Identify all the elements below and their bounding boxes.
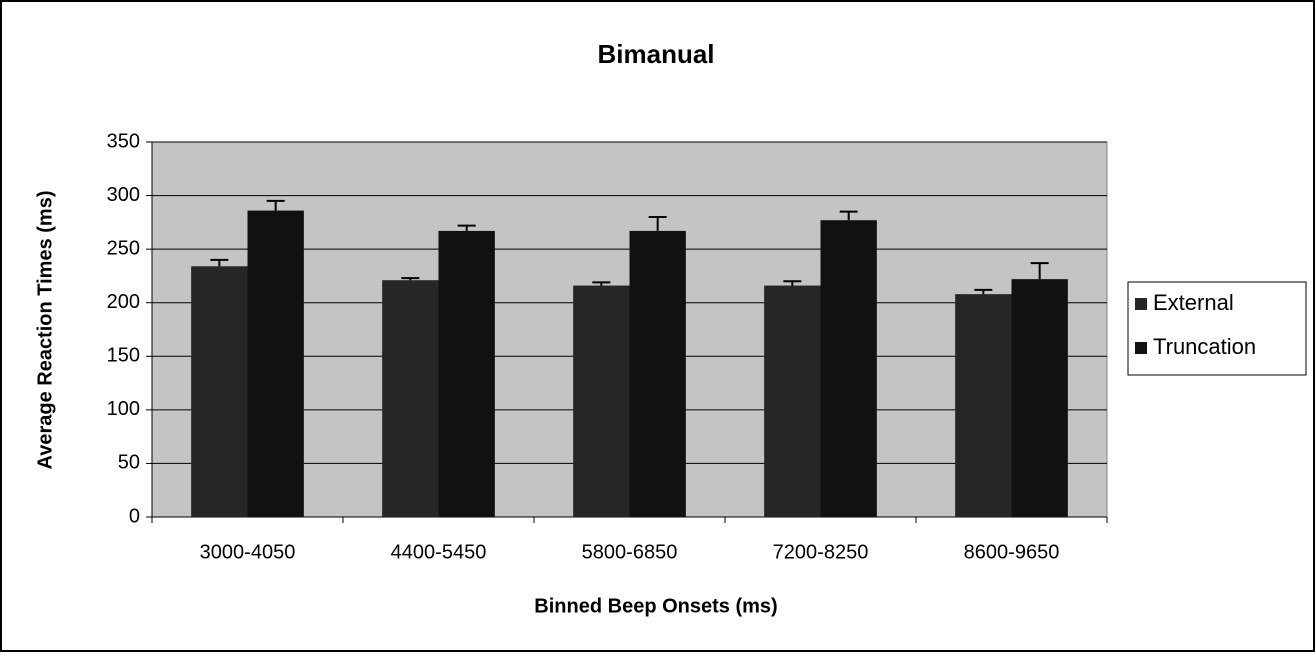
bar xyxy=(247,210,304,518)
x-tick-label: 3000-4050 xyxy=(200,541,296,563)
bar xyxy=(438,230,495,517)
x-axis-title: Binned Beep Onsets (ms) xyxy=(534,595,777,617)
chart-title: Bimanual xyxy=(597,39,714,69)
error-bar xyxy=(401,277,420,281)
y-axis-title: Average Reaction Times (ms) xyxy=(34,191,56,470)
error-bar xyxy=(210,258,229,267)
error-bar xyxy=(457,224,476,231)
y-tick-label: 350 xyxy=(107,130,140,152)
bar xyxy=(955,294,1012,517)
x-tick-label: 5800-6850 xyxy=(582,541,678,563)
legend-swatch xyxy=(1135,342,1147,354)
y-tick-label: 50 xyxy=(118,452,140,474)
error-bar xyxy=(648,216,667,231)
legend-label: Truncation xyxy=(1153,334,1256,359)
bar xyxy=(382,280,439,517)
bar xyxy=(764,285,821,517)
error-bar xyxy=(839,210,858,221)
bar xyxy=(820,220,877,517)
y-tick-label: 100 xyxy=(107,398,140,420)
bar xyxy=(1011,279,1068,517)
x-tick-label: 7200-8250 xyxy=(773,541,869,563)
x-tick-label: 8600-9650 xyxy=(964,541,1060,563)
y-tick-label: 200 xyxy=(107,291,140,313)
x-tick-label: 4400-5450 xyxy=(391,541,487,563)
bar xyxy=(191,266,248,517)
error-bar xyxy=(974,288,993,295)
bar xyxy=(573,285,630,517)
legend-label: External xyxy=(1153,290,1234,315)
legend-swatch xyxy=(1135,298,1147,310)
y-tick-label: 250 xyxy=(107,237,140,259)
error-bar xyxy=(592,281,611,286)
error-bar xyxy=(783,280,802,286)
y-tick-label: 0 xyxy=(129,505,140,527)
legend-box xyxy=(1127,281,1307,376)
error-bar xyxy=(266,199,285,211)
y-tick-label: 300 xyxy=(107,184,140,206)
bar xyxy=(629,230,686,517)
y-tick-label: 150 xyxy=(107,345,140,367)
error-bar xyxy=(1030,262,1049,280)
